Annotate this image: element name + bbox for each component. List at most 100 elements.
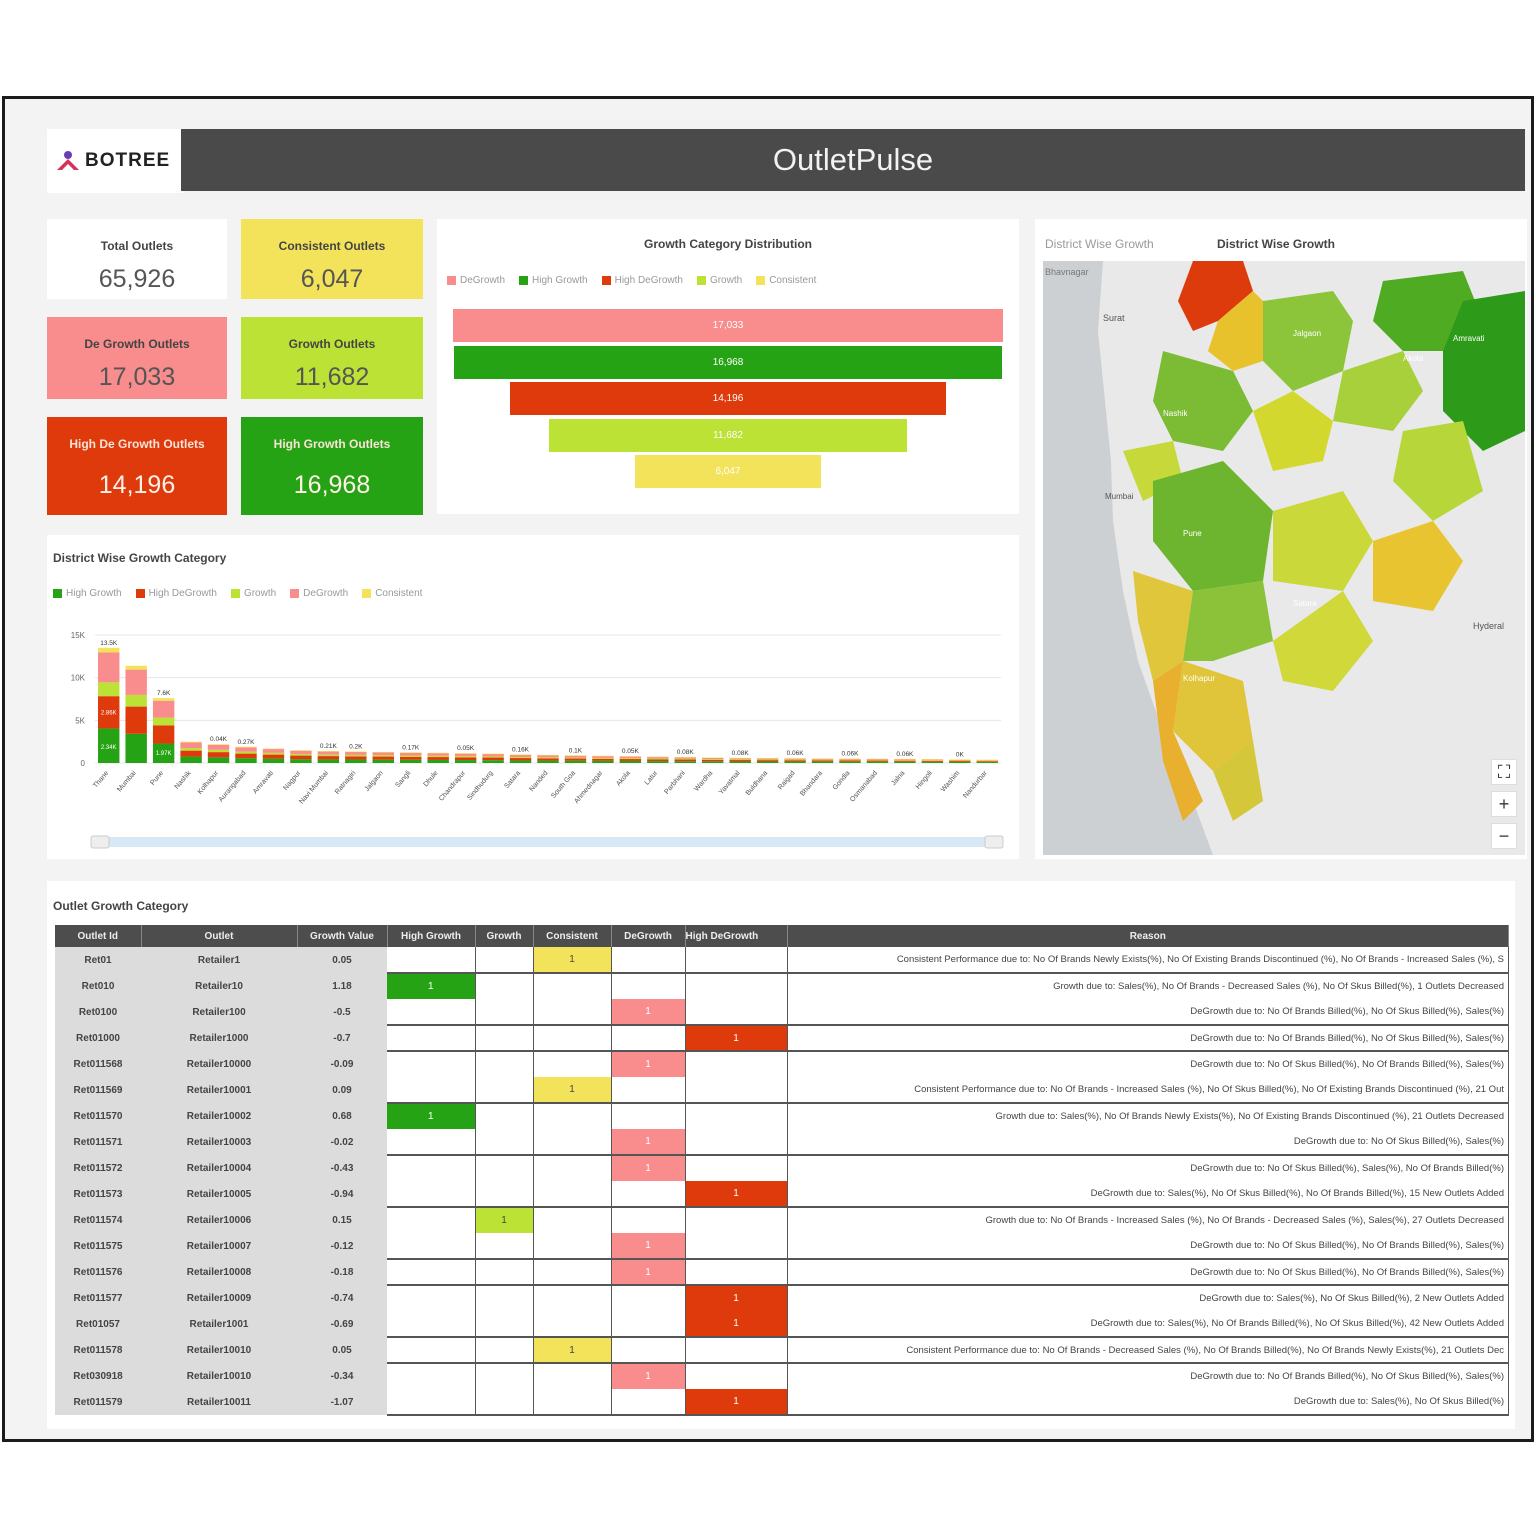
map-zoom-in-button[interactable]: +	[1491, 791, 1517, 817]
bar-segment-high-growth[interactable]	[180, 756, 202, 763]
bar-segment-consistent[interactable]	[784, 758, 806, 759]
bar-segment-degrowth[interactable]	[756, 758, 779, 760]
district-legend-item[interactable]: Growth	[230, 588, 276, 599]
bar-segment-high-growth[interactable]	[839, 761, 861, 763]
growth-outlets-card[interactable]: Growth Outlets 11,682	[241, 317, 423, 399]
bar-segment-degrowth[interactable]	[866, 758, 889, 761]
scrollbar-handle-left[interactable]	[90, 835, 110, 849]
bar-segment-consistent[interactable]	[811, 758, 834, 759]
bar-segment-high-growth[interactable]	[427, 759, 449, 763]
bar-segment-consistent[interactable]	[482, 753, 504, 755]
bar-segment-high-degrowth[interactable]	[262, 754, 285, 759]
funnel-legend-item[interactable]: Growth	[696, 275, 742, 286]
column-header[interactable]: Growth	[475, 925, 534, 947]
bar-segment-high-growth[interactable]	[564, 760, 587, 763]
funnel-legend-item[interactable]: High Growth	[519, 275, 588, 286]
total-outlets-card[interactable]: Total Outlets 65,926	[47, 219, 227, 299]
bar-segment-degrowth[interactable]	[427, 753, 449, 756]
bar-segment-high-growth[interactable]	[811, 761, 834, 763]
bar-segment-consistent[interactable]	[317, 751, 340, 752]
bar-segment-consistent[interactable]	[592, 755, 614, 757]
table-row[interactable]: Ret011571 Retailer10003 -0.02 1 DeGrowth due…	[55, 1129, 1509, 1156]
bar-segment-growth[interactable]	[509, 757, 532, 759]
bar-segment-degrowth[interactable]	[839, 758, 861, 760]
bar-segment-high-growth[interactable]	[674, 761, 696, 763]
bar-segment-high-growth[interactable]	[702, 761, 724, 763]
bar-segment-growth[interactable]	[180, 748, 202, 751]
bar-segment-high-growth[interactable]	[125, 733, 147, 763]
bar-segment-high-degrowth[interactable]	[152, 725, 175, 744]
bar-segment-high-degrowth[interactable]	[729, 760, 751, 762]
funnel-legend-item[interactable]: Consistent	[756, 275, 816, 286]
bar-segment-growth[interactable]	[894, 760, 916, 761]
column-header[interactable]: High Growth	[387, 925, 476, 947]
high-growth-outlets-card[interactable]: High Growth Outlets 16,968	[241, 417, 423, 515]
consistent-outlets-card[interactable]: Consistent Outlets 6,047	[241, 219, 423, 299]
bar-segment-degrowth[interactable]	[290, 750, 312, 755]
funnel-bar-consistent[interactable]: 6,047	[635, 455, 821, 488]
bar-segment-high-growth[interactable]	[235, 758, 257, 763]
bar-segment-high-degrowth[interactable]	[180, 750, 202, 757]
bar-segment-growth[interactable]	[839, 759, 861, 761]
bar-segment-consistent[interactable]	[674, 757, 696, 758]
bar-segment-consistent[interactable]	[564, 755, 587, 756]
bar-segment-consistent[interactable]	[180, 741, 202, 743]
table-row[interactable]: Ret01 Retailer1 0.05 1 Consistent Performanc…	[55, 947, 1509, 974]
column-header[interactable]: High DeGrowth	[685, 925, 788, 947]
bar-segment-high-degrowth[interactable]	[866, 760, 889, 762]
bar-segment-degrowth[interactable]	[152, 700, 175, 718]
bar-segment-high-growth[interactable]	[729, 761, 751, 763]
bar-segment-high-degrowth[interactable]	[345, 756, 367, 760]
bar-segment-degrowth[interactable]	[317, 751, 340, 755]
bar-segment-high-degrowth[interactable]	[509, 758, 532, 761]
table-row[interactable]: Ret011578 Retailer10010 0.05 1 Consistent Pe…	[55, 1337, 1509, 1364]
bar-segment-growth[interactable]	[345, 754, 367, 757]
bar-segment-consistent[interactable]	[619, 756, 642, 757]
bar-segment-high-growth[interactable]	[894, 761, 916, 763]
bar-segment-high-degrowth[interactable]	[784, 760, 806, 762]
bar-segment-consistent[interactable]	[152, 698, 175, 701]
bar-segment-high-degrowth[interactable]	[592, 758, 614, 761]
bar-segment-growth[interactable]	[152, 717, 175, 726]
funnel-bar-growth[interactable]: 11,682	[548, 418, 908, 452]
bar-segment-high-degrowth[interactable]	[290, 755, 312, 760]
table-row[interactable]: Ret011570 Retailer10002 0.68 1 Growth due to…	[55, 1103, 1509, 1129]
map-zoom-out-button[interactable]: −	[1491, 823, 1517, 849]
bar-segment-degrowth[interactable]	[262, 749, 285, 753]
bar-segment-degrowth[interactable]	[592, 756, 614, 758]
bar-segment-degrowth[interactable]	[400, 752, 422, 756]
bar-segment-high-growth[interactable]	[949, 761, 971, 763]
bar-segment-degrowth[interactable]	[619, 756, 642, 759]
table-row[interactable]: Ret011577 Retailer10009 -0.74 1 DeGrowth due…	[55, 1285, 1509, 1311]
bar-segment-growth[interactable]	[125, 694, 147, 707]
funnel-bar-degrowth[interactable]: 17,033	[453, 309, 1003, 342]
bar-segment-high-growth[interactable]	[976, 762, 998, 763]
bar-segment-high-degrowth[interactable]	[482, 757, 504, 761]
bar-segment-consistent[interactable]	[702, 757, 724, 759]
bar-segment-growth[interactable]	[317, 754, 340, 757]
column-header[interactable]: Consistent	[533, 925, 612, 947]
bar-segment-growth[interactable]	[949, 760, 971, 762]
bar-segment-degrowth[interactable]	[949, 759, 971, 761]
bar-segment-consistent[interactable]	[509, 754, 532, 756]
bar-segment-growth[interactable]	[482, 756, 504, 758]
funnel-bar-high-growth[interactable]: 16,968	[454, 345, 1002, 379]
bar-segment-high-growth[interactable]	[647, 761, 669, 763]
funnel-legend-item[interactable]: High DeGrowth	[601, 275, 683, 286]
bar-segment-degrowth[interactable]	[454, 753, 477, 757]
bar-segment-high-growth[interactable]	[400, 759, 422, 763]
bar-segment-consistent[interactable]	[454, 753, 477, 754]
map-tab-active[interactable]: District Wise Growth	[1217, 237, 1335, 251]
degrowth-outlets-card[interactable]: De Growth Outlets 17,033	[47, 317, 227, 399]
bar-segment-high-degrowth[interactable]	[400, 756, 422, 760]
bar-segment-growth[interactable]	[427, 755, 449, 758]
bar-segment-degrowth[interactable]	[345, 751, 367, 755]
bar-segment-growth[interactable]	[564, 757, 587, 759]
bar-segment-growth[interactable]	[976, 760, 998, 762]
bar-segment-consistent[interactable]	[427, 752, 449, 754]
bar-segment-consistent[interactable]	[400, 752, 422, 753]
district-map[interactable]: Bhavnagar Surat Nashik Mumbai Pune Kolha…	[1043, 261, 1525, 855]
bar-segment-degrowth[interactable]	[537, 755, 559, 758]
bar-segment-high-growth[interactable]	[509, 760, 532, 763]
funnel-legend-item[interactable]: DeGrowth	[447, 275, 505, 286]
